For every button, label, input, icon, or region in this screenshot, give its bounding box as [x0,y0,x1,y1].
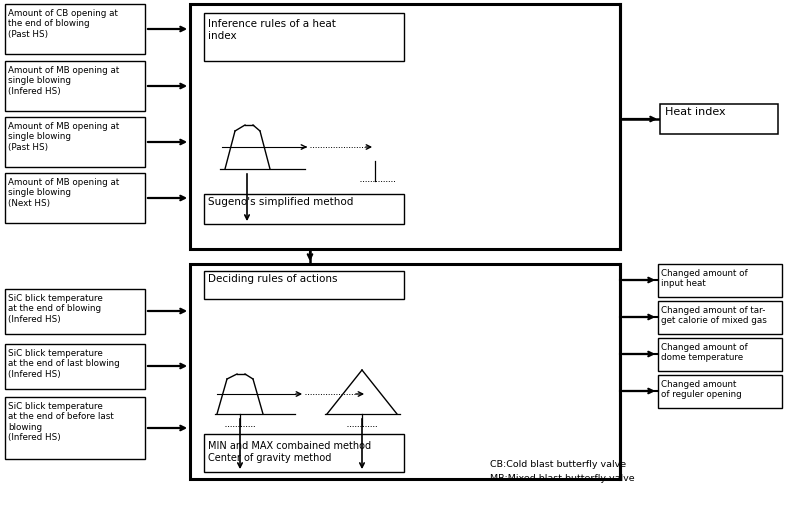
Text: Amount of CB opening at
the end of blowing
(Past HS): Amount of CB opening at the end of blowi… [8,9,118,39]
Text: Changed amount
of reguler opening: Changed amount of reguler opening [661,379,741,398]
Bar [204,194,404,225]
Text: Deciding rules of actions: Deciding rules of actions [208,274,338,283]
Text: SiC blick temperature
at the end of before last
blowing
(Infered HS): SiC blick temperature at the end of befo… [8,401,113,441]
Bar [5,289,145,334]
Text: SiC blick temperature
at the end of last blowing
(Infered HS): SiC blick temperature at the end of last… [8,348,120,378]
Text: MB:Mixed blast butterfly valve: MB:Mixed blast butterfly valve [490,473,634,482]
Bar [5,62,145,112]
Text: Amount of MB opening at
single blowing
(Past HS): Amount of MB opening at single blowing (… [8,122,119,152]
Bar [658,265,782,297]
Bar [5,5,145,55]
Bar [5,344,145,389]
Bar [658,301,782,334]
Text: Changed amount of tar-
get calorie of mixed gas: Changed amount of tar- get calorie of mi… [661,306,767,325]
Text: Amount of MB opening at
single blowing
(Next HS): Amount of MB opening at single blowing (… [8,178,119,208]
Text: Changed amount of
input heat: Changed amount of input heat [661,269,748,288]
Bar [660,105,778,135]
Text: Inference rules of a heat
index: Inference rules of a heat index [208,19,336,40]
Text: SiC blick temperature
at the end of blowing
(Infered HS): SiC blick temperature at the end of blow… [8,293,103,323]
Bar [5,397,145,459]
Text: Sugeno's simplified method: Sugeno's simplified method [208,196,354,207]
Bar [204,434,404,472]
Bar [658,375,782,408]
Bar [190,5,620,249]
Bar [204,14,404,62]
Bar [204,272,404,299]
Text: MIN and MAX combained method
Center of gravity method: MIN and MAX combained method Center of g… [208,440,371,462]
Bar [5,118,145,168]
Text: Heat index: Heat index [665,107,726,117]
Bar [5,174,145,224]
Bar [658,338,782,371]
Text: CB:Cold blast butterfly valve: CB:Cold blast butterfly valve [490,459,626,468]
Text: Amount of MB opening at
single blowing
(Infered HS): Amount of MB opening at single blowing (… [8,66,119,95]
Text: Changed amount of
dome temperature: Changed amount of dome temperature [661,342,748,362]
Bar [190,265,620,479]
